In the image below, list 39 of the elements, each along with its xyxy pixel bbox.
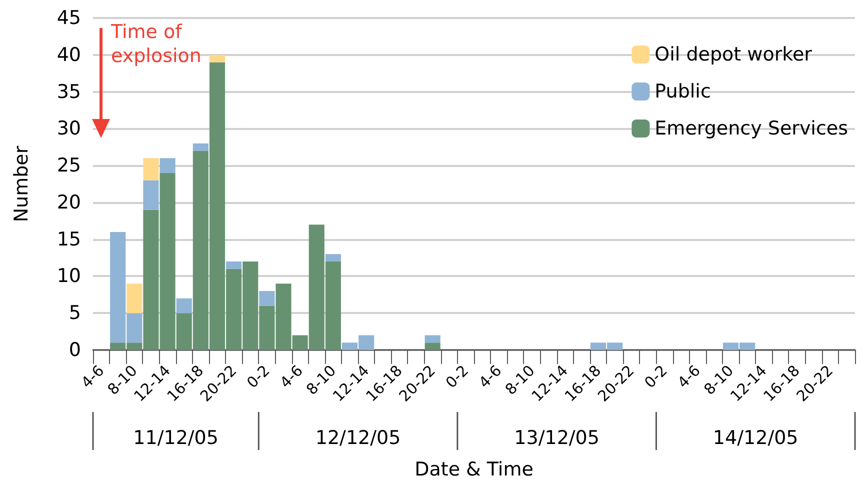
text: 12/12/05 [315, 427, 401, 449]
legend-label: Emergency Services [654, 118, 848, 140]
legend-label: Oil depot worker [654, 44, 812, 66]
x-tick-label: 0-2 [640, 362, 671, 392]
x-tick-label: 4-6 [475, 362, 506, 392]
y-axis-title: Number [10, 146, 32, 222]
x-tick-label: 0-2 [442, 362, 472, 392]
bar [143, 180, 159, 210]
x-tick-label: 0-2 [243, 362, 274, 392]
y-tick-label: 40 [56, 44, 81, 66]
legend-label: Public [654, 80, 711, 102]
text: 14/12/05 [712, 427, 798, 449]
bar [259, 290, 275, 306]
bar [143, 158, 159, 180]
x-tick-label: 4-6 [674, 362, 704, 392]
y-tick-label: 45 [56, 7, 81, 29]
bar [209, 54, 226, 62]
bar [176, 298, 192, 314]
y-tick-label: 35 [56, 80, 81, 103]
annotation: Time of explosion [110, 21, 202, 67]
text: 13/12/05 [514, 427, 600, 449]
bar [226, 261, 242, 269]
bar [424, 342, 440, 350]
x-tick-label: 4-6 [78, 362, 108, 392]
bar [192, 143, 208, 151]
x-tick-label: 4-6 [276, 362, 306, 392]
bar [325, 254, 341, 262]
bar [160, 158, 176, 173]
text: 11/12/05 [133, 427, 218, 449]
y-tick-label: 5 [68, 302, 81, 324]
bar [424, 335, 440, 343]
y-tick-label: 20 [56, 191, 81, 214]
y-tick-label: 10 [56, 265, 81, 288]
bar [126, 284, 142, 314]
y-tick-label: 25 [56, 154, 81, 177]
y-tick-label: 30 [56, 118, 81, 140]
y-tick-label: 15 [56, 228, 81, 250]
x-axis-title: Date & Time [414, 458, 534, 480]
y-tick-label: 0 [68, 339, 81, 361]
